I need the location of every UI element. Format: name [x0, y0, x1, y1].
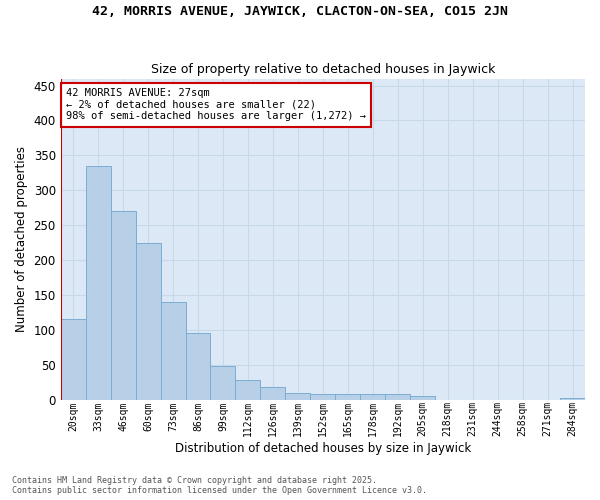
Text: 42 MORRIS AVENUE: 27sqm
← 2% of detached houses are smaller (22)
98% of semi-det: 42 MORRIS AVENUE: 27sqm ← 2% of detached… — [66, 88, 366, 122]
Bar — [310, 394, 335, 400]
Bar — [235, 380, 260, 400]
Bar — [61, 320, 86, 400]
Bar — [86, 166, 110, 400]
Text: 42, MORRIS AVENUE, JAYWICK, CLACTON-ON-SEA, CO15 2JN: 42, MORRIS AVENUE, JAYWICK, CLACTON-ON-S… — [92, 5, 508, 18]
Bar — [286, 393, 310, 400]
Bar — [136, 242, 161, 400]
Title: Size of property relative to detached houses in Jaywick: Size of property relative to detached ho… — [151, 63, 495, 76]
Bar — [410, 396, 435, 400]
Bar — [110, 211, 136, 400]
Text: Contains HM Land Registry data © Crown copyright and database right 2025.
Contai: Contains HM Land Registry data © Crown c… — [12, 476, 427, 495]
Bar — [185, 334, 211, 400]
Bar — [385, 394, 410, 400]
Bar — [360, 394, 385, 400]
Bar — [211, 366, 235, 400]
Y-axis label: Number of detached properties: Number of detached properties — [15, 146, 28, 332]
Bar — [161, 302, 185, 400]
X-axis label: Distribution of detached houses by size in Jaywick: Distribution of detached houses by size … — [175, 442, 471, 455]
Bar — [560, 398, 585, 400]
Bar — [260, 387, 286, 400]
Bar — [335, 394, 360, 400]
